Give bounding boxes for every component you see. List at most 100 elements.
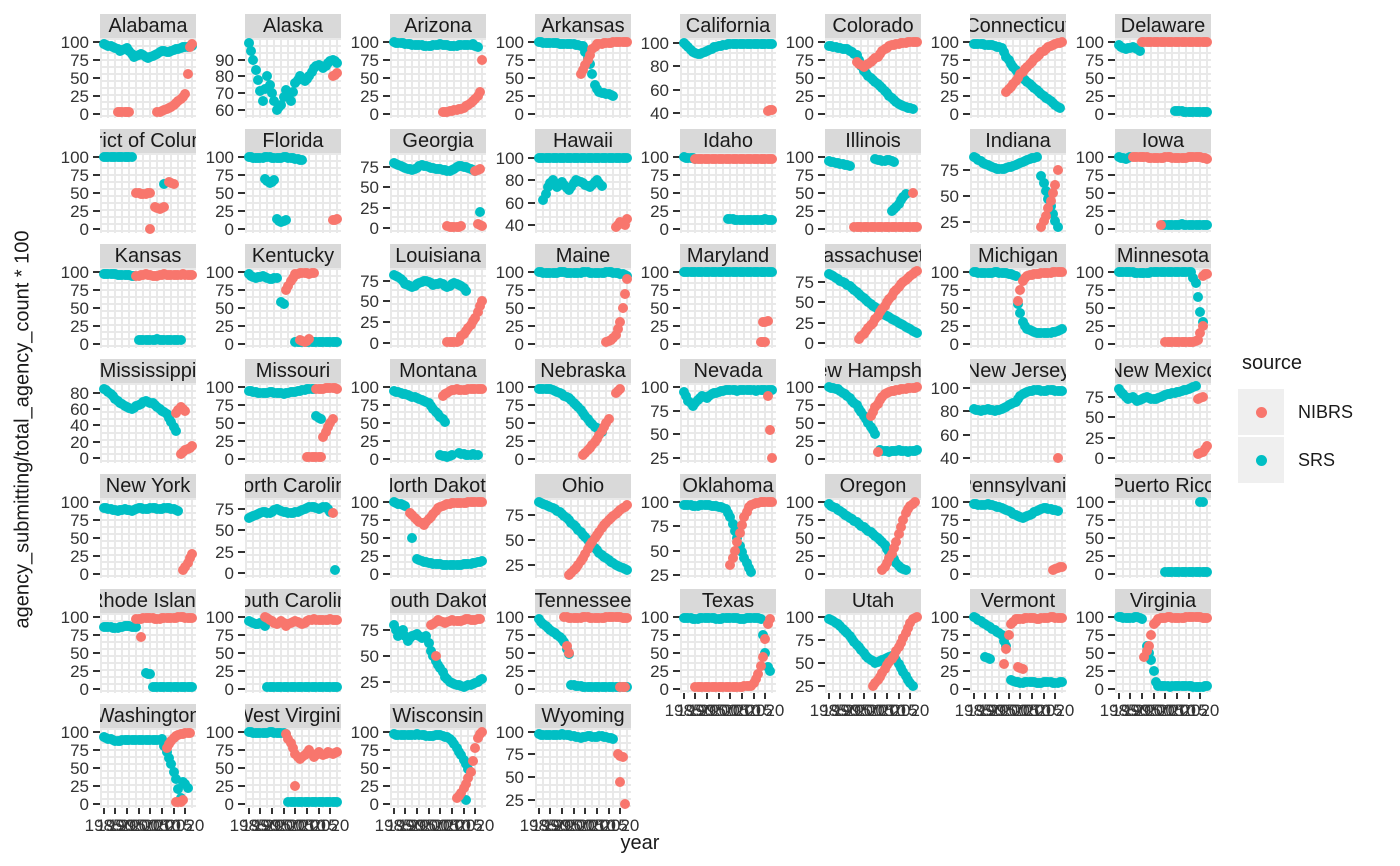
y-tick-label: 75 bbox=[795, 51, 814, 71]
legend-title: source bbox=[1242, 352, 1303, 374]
x-tick-mark bbox=[149, 808, 152, 814]
facet-strip: Kansas bbox=[100, 244, 196, 268]
y-tick-label: 80 bbox=[215, 67, 234, 87]
y-tick-mark bbox=[238, 784, 245, 787]
y-tick-label: 100 bbox=[60, 263, 89, 283]
y-tick-label: 25 bbox=[360, 546, 379, 566]
y-tick-label: 75 bbox=[215, 500, 234, 520]
y-tick-mark bbox=[1108, 174, 1115, 177]
y-tick-mark bbox=[383, 165, 390, 168]
facet-strip: Rhode Island bbox=[100, 589, 196, 613]
y-tick-mark bbox=[383, 655, 390, 658]
y-tick-label: 75 bbox=[940, 161, 959, 181]
x-tick-mark bbox=[451, 808, 454, 814]
y-tick-mark bbox=[238, 342, 245, 345]
y-tick-mark bbox=[673, 289, 680, 292]
y-tick-label: 60 bbox=[215, 100, 234, 120]
nibrs-data-point bbox=[1197, 320, 1208, 331]
y-tick-mark bbox=[528, 539, 535, 541]
y-tick-label: 0 bbox=[804, 449, 814, 469]
y-tick-label: 0 bbox=[79, 449, 89, 469]
y-tick-mark bbox=[963, 169, 970, 172]
facet-strip: Ohio bbox=[535, 474, 631, 498]
y-tick-label: 100 bbox=[495, 148, 524, 168]
y-tick-mark bbox=[93, 572, 100, 575]
y-tick-label: 50 bbox=[795, 184, 814, 203]
y-tick-mark bbox=[818, 554, 825, 557]
y-tick-label: 75 bbox=[360, 157, 379, 177]
y-tick-label: 50 bbox=[360, 647, 379, 667]
y-tick-label: 100 bbox=[640, 608, 669, 628]
nibrs-data-point bbox=[1193, 335, 1204, 346]
srs-data-point bbox=[475, 206, 486, 217]
nibrs-data-point bbox=[610, 330, 621, 341]
y-tick-mark bbox=[93, 669, 100, 672]
srs-data-point bbox=[767, 215, 778, 226]
facet-strip: Vermont bbox=[970, 589, 1066, 613]
nibrs-data-point bbox=[472, 306, 483, 317]
y-tick-mark bbox=[383, 77, 390, 79]
y-tick-mark bbox=[93, 687, 100, 690]
y-tick-label: 100 bbox=[495, 378, 524, 398]
y-tick-label: 75 bbox=[505, 506, 524, 525]
facet-panel bbox=[100, 268, 196, 348]
y-tick-mark bbox=[963, 289, 970, 292]
y-tick-mark bbox=[1108, 307, 1115, 309]
nibrs-data-point bbox=[730, 545, 741, 556]
y-tick-label: 0 bbox=[1094, 564, 1104, 584]
facet-illinois: Illinois 100 75 50 25 0 bbox=[785, 129, 930, 244]
y-tick-label: 100 bbox=[785, 378, 814, 398]
y-tick-label: 0 bbox=[369, 104, 379, 124]
y-tick-mark bbox=[238, 307, 245, 309]
srs-data-point bbox=[767, 267, 778, 278]
y-tick-mark bbox=[963, 519, 970, 522]
srs-data-point bbox=[266, 88, 277, 98]
y-tick-label: 50 bbox=[360, 759, 379, 778]
y-tick-label: 100 bbox=[640, 377, 669, 397]
nibrs-data-point bbox=[1015, 285, 1026, 296]
y-tick-mark bbox=[963, 537, 970, 539]
y-tick-mark bbox=[238, 687, 245, 690]
y-tick-label: 75 bbox=[650, 166, 669, 186]
y-tick-mark bbox=[238, 209, 245, 212]
y-tick-mark bbox=[818, 41, 825, 44]
y-tick-mark bbox=[383, 386, 390, 389]
y-tick-label: 25 bbox=[1085, 661, 1104, 681]
y-tick-label: 50 bbox=[795, 293, 814, 313]
facet-strip: Alaska bbox=[245, 14, 341, 38]
y-tick-mark bbox=[528, 271, 535, 274]
y-tick-label: 75 bbox=[215, 166, 234, 186]
x-tick-mark bbox=[474, 808, 477, 814]
x-tick-mark bbox=[462, 808, 465, 814]
y-tick-label: 25 bbox=[650, 201, 669, 221]
y-tick-mark bbox=[238, 571, 245, 574]
y-tick-mark bbox=[528, 59, 535, 62]
facet-strip: Alabama bbox=[100, 14, 196, 38]
srs-data-point bbox=[1202, 106, 1213, 117]
nibrs-data-point bbox=[187, 270, 198, 281]
y-tick-mark bbox=[1108, 436, 1115, 439]
y-tick-label: 50 bbox=[650, 299, 669, 318]
srs-data-point bbox=[278, 299, 289, 310]
y-tick-mark bbox=[1108, 652, 1115, 654]
y-tick-label: 25 bbox=[360, 86, 379, 106]
y-tick-label: 25 bbox=[215, 542, 234, 562]
y-tick-mark bbox=[383, 422, 390, 424]
facet-strip: Washington bbox=[100, 704, 196, 728]
y-tick-mark bbox=[93, 440, 100, 443]
y-tick-mark bbox=[963, 433, 970, 436]
y-tick-label: 25 bbox=[1085, 546, 1104, 566]
y-tick-mark bbox=[528, 669, 535, 672]
y-tick-label: 25 bbox=[360, 672, 379, 692]
y-tick-label: 75 bbox=[360, 396, 379, 416]
y-tick-mark bbox=[818, 537, 825, 539]
facet-oklahoma: Oklahoma 100 75 50 25 bbox=[640, 474, 785, 589]
x-tick-label: 2020 bbox=[891, 701, 930, 720]
nibrs-data-point bbox=[1057, 267, 1068, 278]
nibrs-data-point bbox=[477, 296, 488, 307]
y-tick-label: 75 bbox=[360, 511, 379, 531]
facet-strip: Michigan bbox=[970, 244, 1066, 268]
y-tick-label: 50 bbox=[360, 69, 379, 88]
y-tick-label: 25 bbox=[940, 86, 959, 106]
srs-data-point bbox=[1050, 215, 1061, 226]
